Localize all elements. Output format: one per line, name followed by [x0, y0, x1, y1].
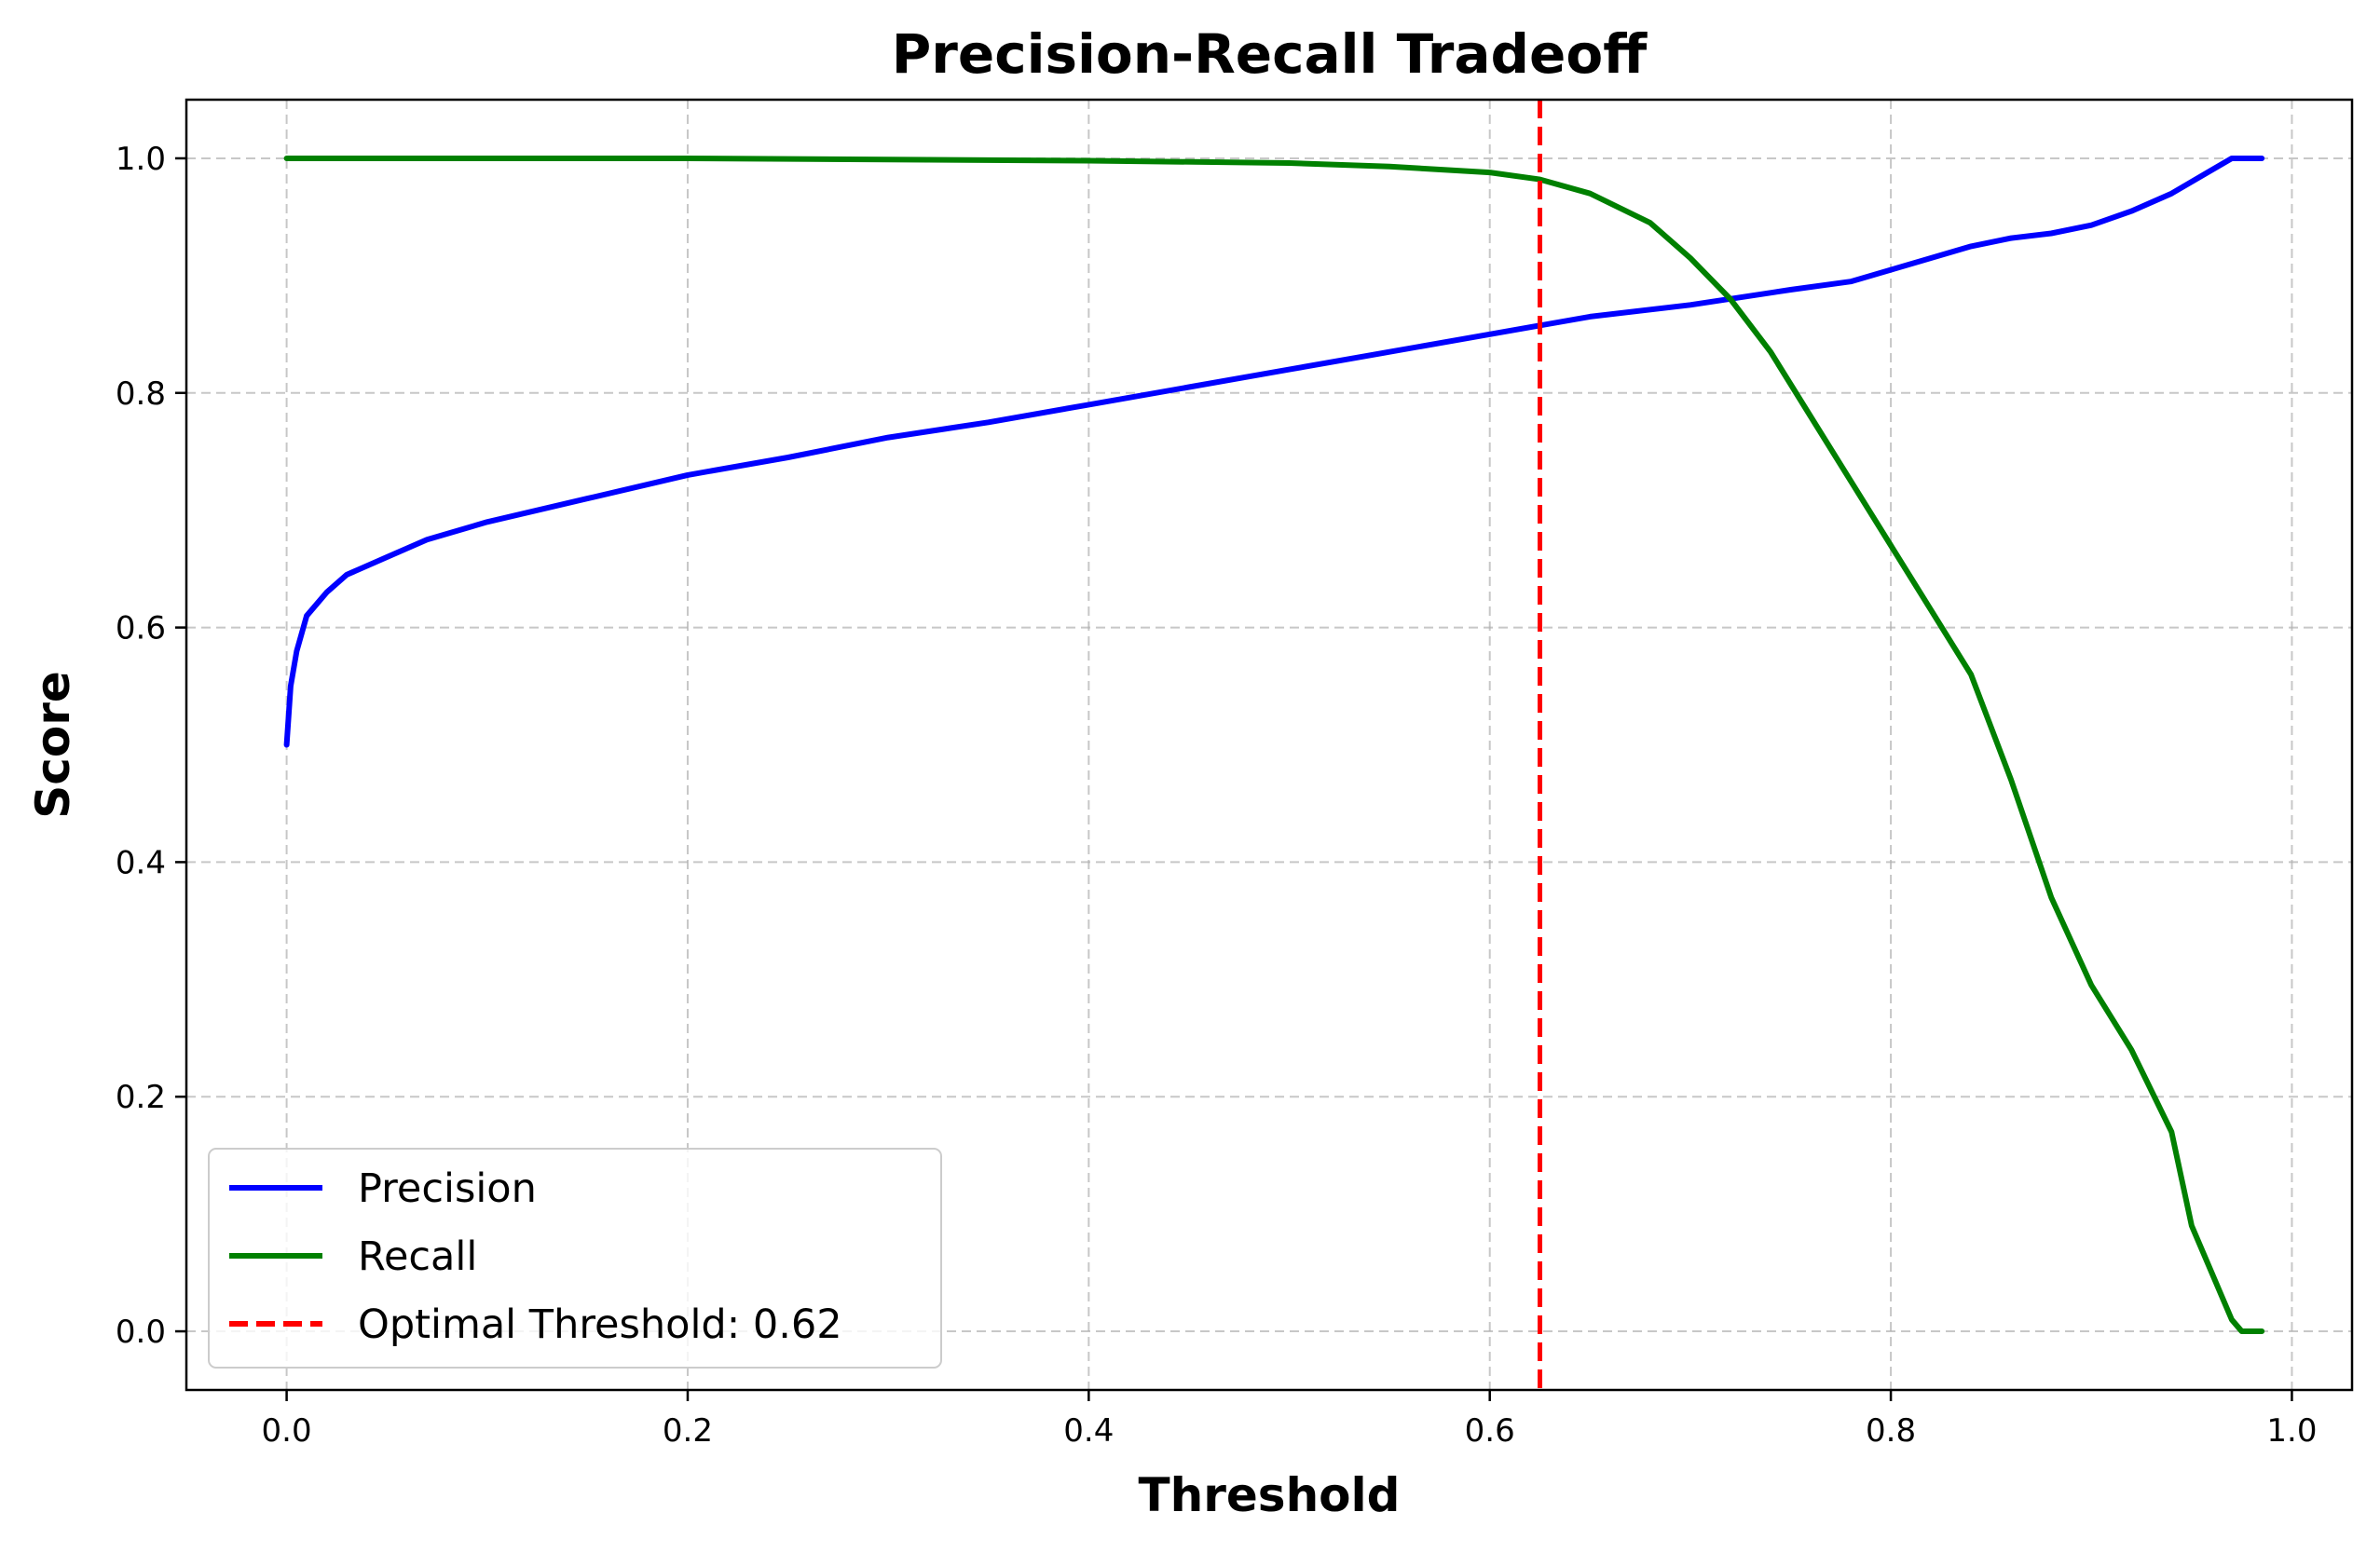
y-axis-label: Score [26, 671, 80, 819]
legend-box [208, 1148, 942, 1369]
x-tick-label: 0.2 [663, 1412, 713, 1450]
y-tick-label: 0.2 [116, 1079, 166, 1116]
legend-label: Recall [358, 1233, 477, 1280]
y-tick-label: 0.4 [116, 844, 166, 881]
x-tick-label: 0.6 [1465, 1412, 1515, 1450]
chart-title: Precision-Recall Tradeoff [892, 22, 1648, 86]
legend: Precision Recall Optimal Threshold: 0.62 [208, 1148, 942, 1369]
series-lines [283, 100, 2265, 1390]
x-axis-label: Threshold [1139, 1468, 1401, 1522]
x-tick-label: 0.4 [1063, 1412, 1114, 1450]
y-tick-label: 0.8 [116, 375, 166, 413]
x-tick-label: 0.0 [262, 1412, 312, 1450]
recall-line [283, 156, 2265, 1334]
y-tick-label: 0.0 [116, 1314, 166, 1351]
plot-frame [185, 98, 2354, 1392]
y-tick-label: 0.6 [116, 610, 166, 647]
x-tick-label: 1.0 [2266, 1412, 2317, 1450]
legend-label: Optimal Threshold: 0.62 [358, 1301, 842, 1348]
axis-ticks: 0.0 0.2 0.4 0.6 0.8 1.0 0.0 0.2 0.4 0.6 0.8 1.0 [116, 141, 2318, 1450]
y-tick-label: 1.0 [116, 141, 166, 178]
legend-label: Precision [358, 1165, 537, 1212]
precision-line [283, 156, 2265, 748]
x-tick-label: 0.8 [1866, 1412, 1916, 1450]
grid-lines [186, 100, 2352, 1390]
